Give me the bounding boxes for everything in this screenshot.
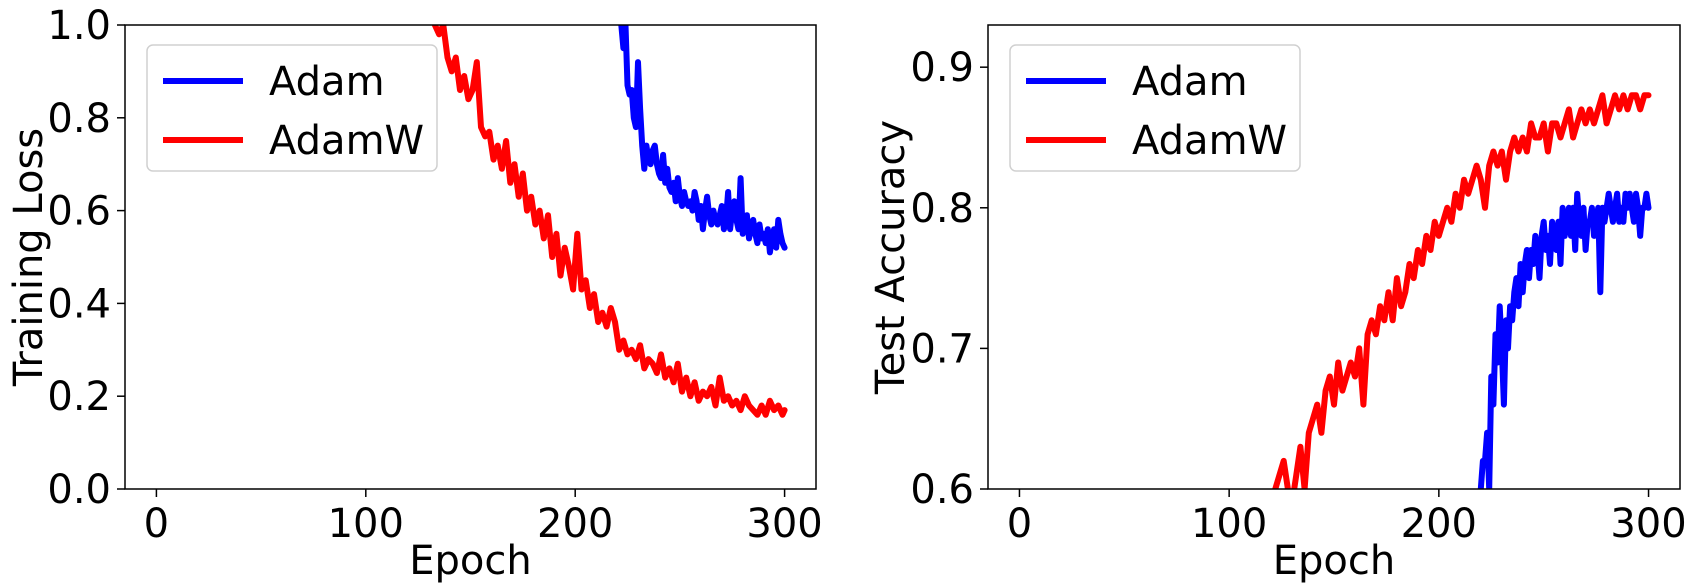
training-loss-panel: 0 100 200 300 0.0 0.2 0.4 0.6 0.8 1.0 Epoch Trainin…: [6, 3, 823, 584]
x-tick-label: 100: [328, 501, 404, 547]
y-tick-label: 0.6: [47, 189, 111, 235]
y-tick-label: 0.6: [910, 467, 974, 513]
axes-frame: [987, 24, 1681, 490]
series-line-adam: [618, 25, 788, 256]
y-axis-label: Test Accuracy: [868, 120, 914, 395]
y-axis-label: Training Loss: [6, 128, 52, 387]
legend-label-adamw: AdamW: [269, 118, 424, 164]
y-tick-label: 1.0: [47, 3, 111, 49]
x-tick-label: 300: [1610, 501, 1686, 547]
series-group: [431, 25, 788, 418]
series-line-adamw: [1272, 92, 1652, 489]
legend: Adam AdamW: [1009, 44, 1301, 172]
y-tick-label: 0.7: [910, 326, 974, 372]
x-tick-label: 100: [1191, 501, 1267, 547]
series-group: [1272, 92, 1652, 489]
x-axis-label: Epoch: [1273, 538, 1395, 584]
x-tick-label: 300: [746, 501, 822, 547]
x-tick-label: 0: [1007, 501, 1032, 547]
legend-label-adamw: AdamW: [1132, 118, 1287, 164]
test-accuracy-panel: 0 100 200 300 0.6 0.7 0.8 0.9 Epoch Test Accuracy…: [868, 24, 1687, 584]
x-tick-label: 200: [1401, 501, 1477, 547]
y-tick-label: 0.2: [47, 374, 111, 420]
axes-frame: [124, 24, 817, 490]
y-tick-label: 0.4: [47, 281, 111, 327]
y-tick-label: 0.8: [910, 186, 974, 232]
legend: Adam AdamW: [146, 44, 438, 172]
series-line-adam: [1477, 190, 1652, 489]
y-tick-label: 0.0: [47, 467, 111, 513]
x-axis-label: Epoch: [409, 538, 531, 584]
x-tick-label: 200: [537, 501, 613, 547]
legend-label-adam: Adam: [1132, 59, 1248, 105]
x-tick-label: 0: [144, 501, 169, 547]
series-line-adamw: [431, 25, 788, 418]
legend-label-adam: Adam: [269, 59, 385, 105]
y-tick-label: 0.9: [910, 45, 974, 91]
y-tick-label: 0.8: [47, 96, 111, 142]
